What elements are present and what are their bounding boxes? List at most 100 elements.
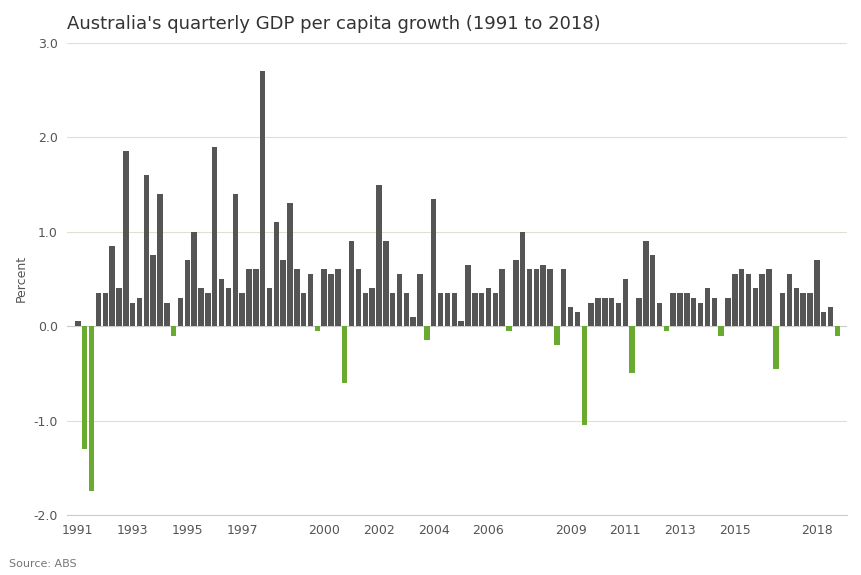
Bar	[745, 274, 750, 326]
Bar	[492, 293, 498, 326]
Bar	[717, 326, 723, 336]
Bar	[123, 151, 128, 326]
Bar	[827, 307, 833, 326]
Bar	[362, 293, 368, 326]
Bar	[635, 298, 641, 326]
Bar	[287, 204, 293, 326]
Bar	[198, 289, 203, 326]
Bar	[356, 270, 361, 326]
Bar	[184, 260, 190, 326]
Bar	[226, 289, 231, 326]
Bar	[499, 270, 505, 326]
Bar	[505, 326, 511, 331]
Bar	[349, 241, 354, 326]
Bar	[684, 293, 689, 326]
Bar	[458, 321, 463, 326]
Bar	[622, 279, 628, 326]
Bar	[451, 293, 456, 326]
Bar	[574, 312, 579, 326]
Bar	[779, 293, 784, 326]
Bar	[786, 274, 791, 326]
Text: Australia's quarterly GDP per capita growth (1991 to 2018): Australia's quarterly GDP per capita gro…	[67, 15, 600, 33]
Bar	[164, 302, 170, 326]
Bar	[608, 298, 614, 326]
Bar	[137, 298, 142, 326]
Bar	[710, 298, 716, 326]
Bar	[96, 293, 101, 326]
Bar	[266, 289, 272, 326]
Bar	[772, 326, 777, 369]
Bar	[102, 293, 108, 326]
Bar	[273, 223, 279, 326]
Bar	[246, 270, 251, 326]
Bar	[594, 298, 600, 326]
Bar	[424, 326, 429, 340]
Bar	[561, 270, 566, 326]
Bar	[807, 293, 812, 326]
Bar	[382, 241, 388, 326]
Bar	[437, 293, 443, 326]
Bar	[833, 326, 839, 336]
Bar	[540, 264, 545, 326]
Bar	[430, 199, 436, 326]
Bar	[342, 326, 347, 383]
Y-axis label: Percent: Percent	[15, 255, 28, 302]
Bar	[75, 321, 81, 326]
Bar	[554, 326, 559, 345]
Bar	[253, 270, 258, 326]
Bar	[465, 264, 470, 326]
Bar	[417, 274, 422, 326]
Bar	[280, 260, 286, 326]
Bar	[157, 194, 163, 326]
Bar	[212, 147, 217, 326]
Bar	[649, 255, 654, 326]
Bar	[485, 289, 491, 326]
Text: Source: ABS: Source: ABS	[9, 559, 76, 569]
Bar	[697, 302, 703, 326]
Bar	[642, 241, 647, 326]
Bar	[731, 274, 737, 326]
Bar	[170, 326, 177, 336]
Bar	[130, 302, 135, 326]
Bar	[724, 298, 730, 326]
Bar	[321, 270, 326, 326]
Bar	[519, 232, 525, 326]
Bar	[472, 293, 477, 326]
Bar	[403, 293, 409, 326]
Bar	[738, 270, 744, 326]
Bar	[410, 317, 416, 326]
Bar	[239, 293, 245, 326]
Bar	[656, 302, 661, 326]
Bar	[759, 274, 764, 326]
Bar	[177, 298, 183, 326]
Bar	[89, 326, 94, 492]
Bar	[547, 270, 552, 326]
Bar	[526, 270, 531, 326]
Bar	[219, 279, 224, 326]
Bar	[670, 293, 675, 326]
Bar	[765, 270, 771, 326]
Bar	[314, 326, 319, 331]
Bar	[581, 326, 586, 426]
Bar	[82, 326, 87, 449]
Bar	[294, 270, 300, 326]
Bar	[232, 194, 238, 326]
Bar	[444, 293, 449, 326]
Bar	[567, 307, 573, 326]
Bar	[752, 289, 757, 326]
Bar	[601, 298, 607, 326]
Bar	[307, 274, 313, 326]
Bar	[663, 326, 668, 331]
Bar	[479, 293, 484, 326]
Bar	[615, 302, 621, 326]
Bar	[512, 260, 518, 326]
Bar	[375, 185, 381, 326]
Bar	[191, 232, 196, 326]
Bar	[629, 326, 635, 373]
Bar	[335, 270, 340, 326]
Bar	[703, 289, 709, 326]
Bar	[328, 274, 333, 326]
Bar	[677, 293, 682, 326]
Bar	[396, 274, 402, 326]
Bar	[533, 270, 538, 326]
